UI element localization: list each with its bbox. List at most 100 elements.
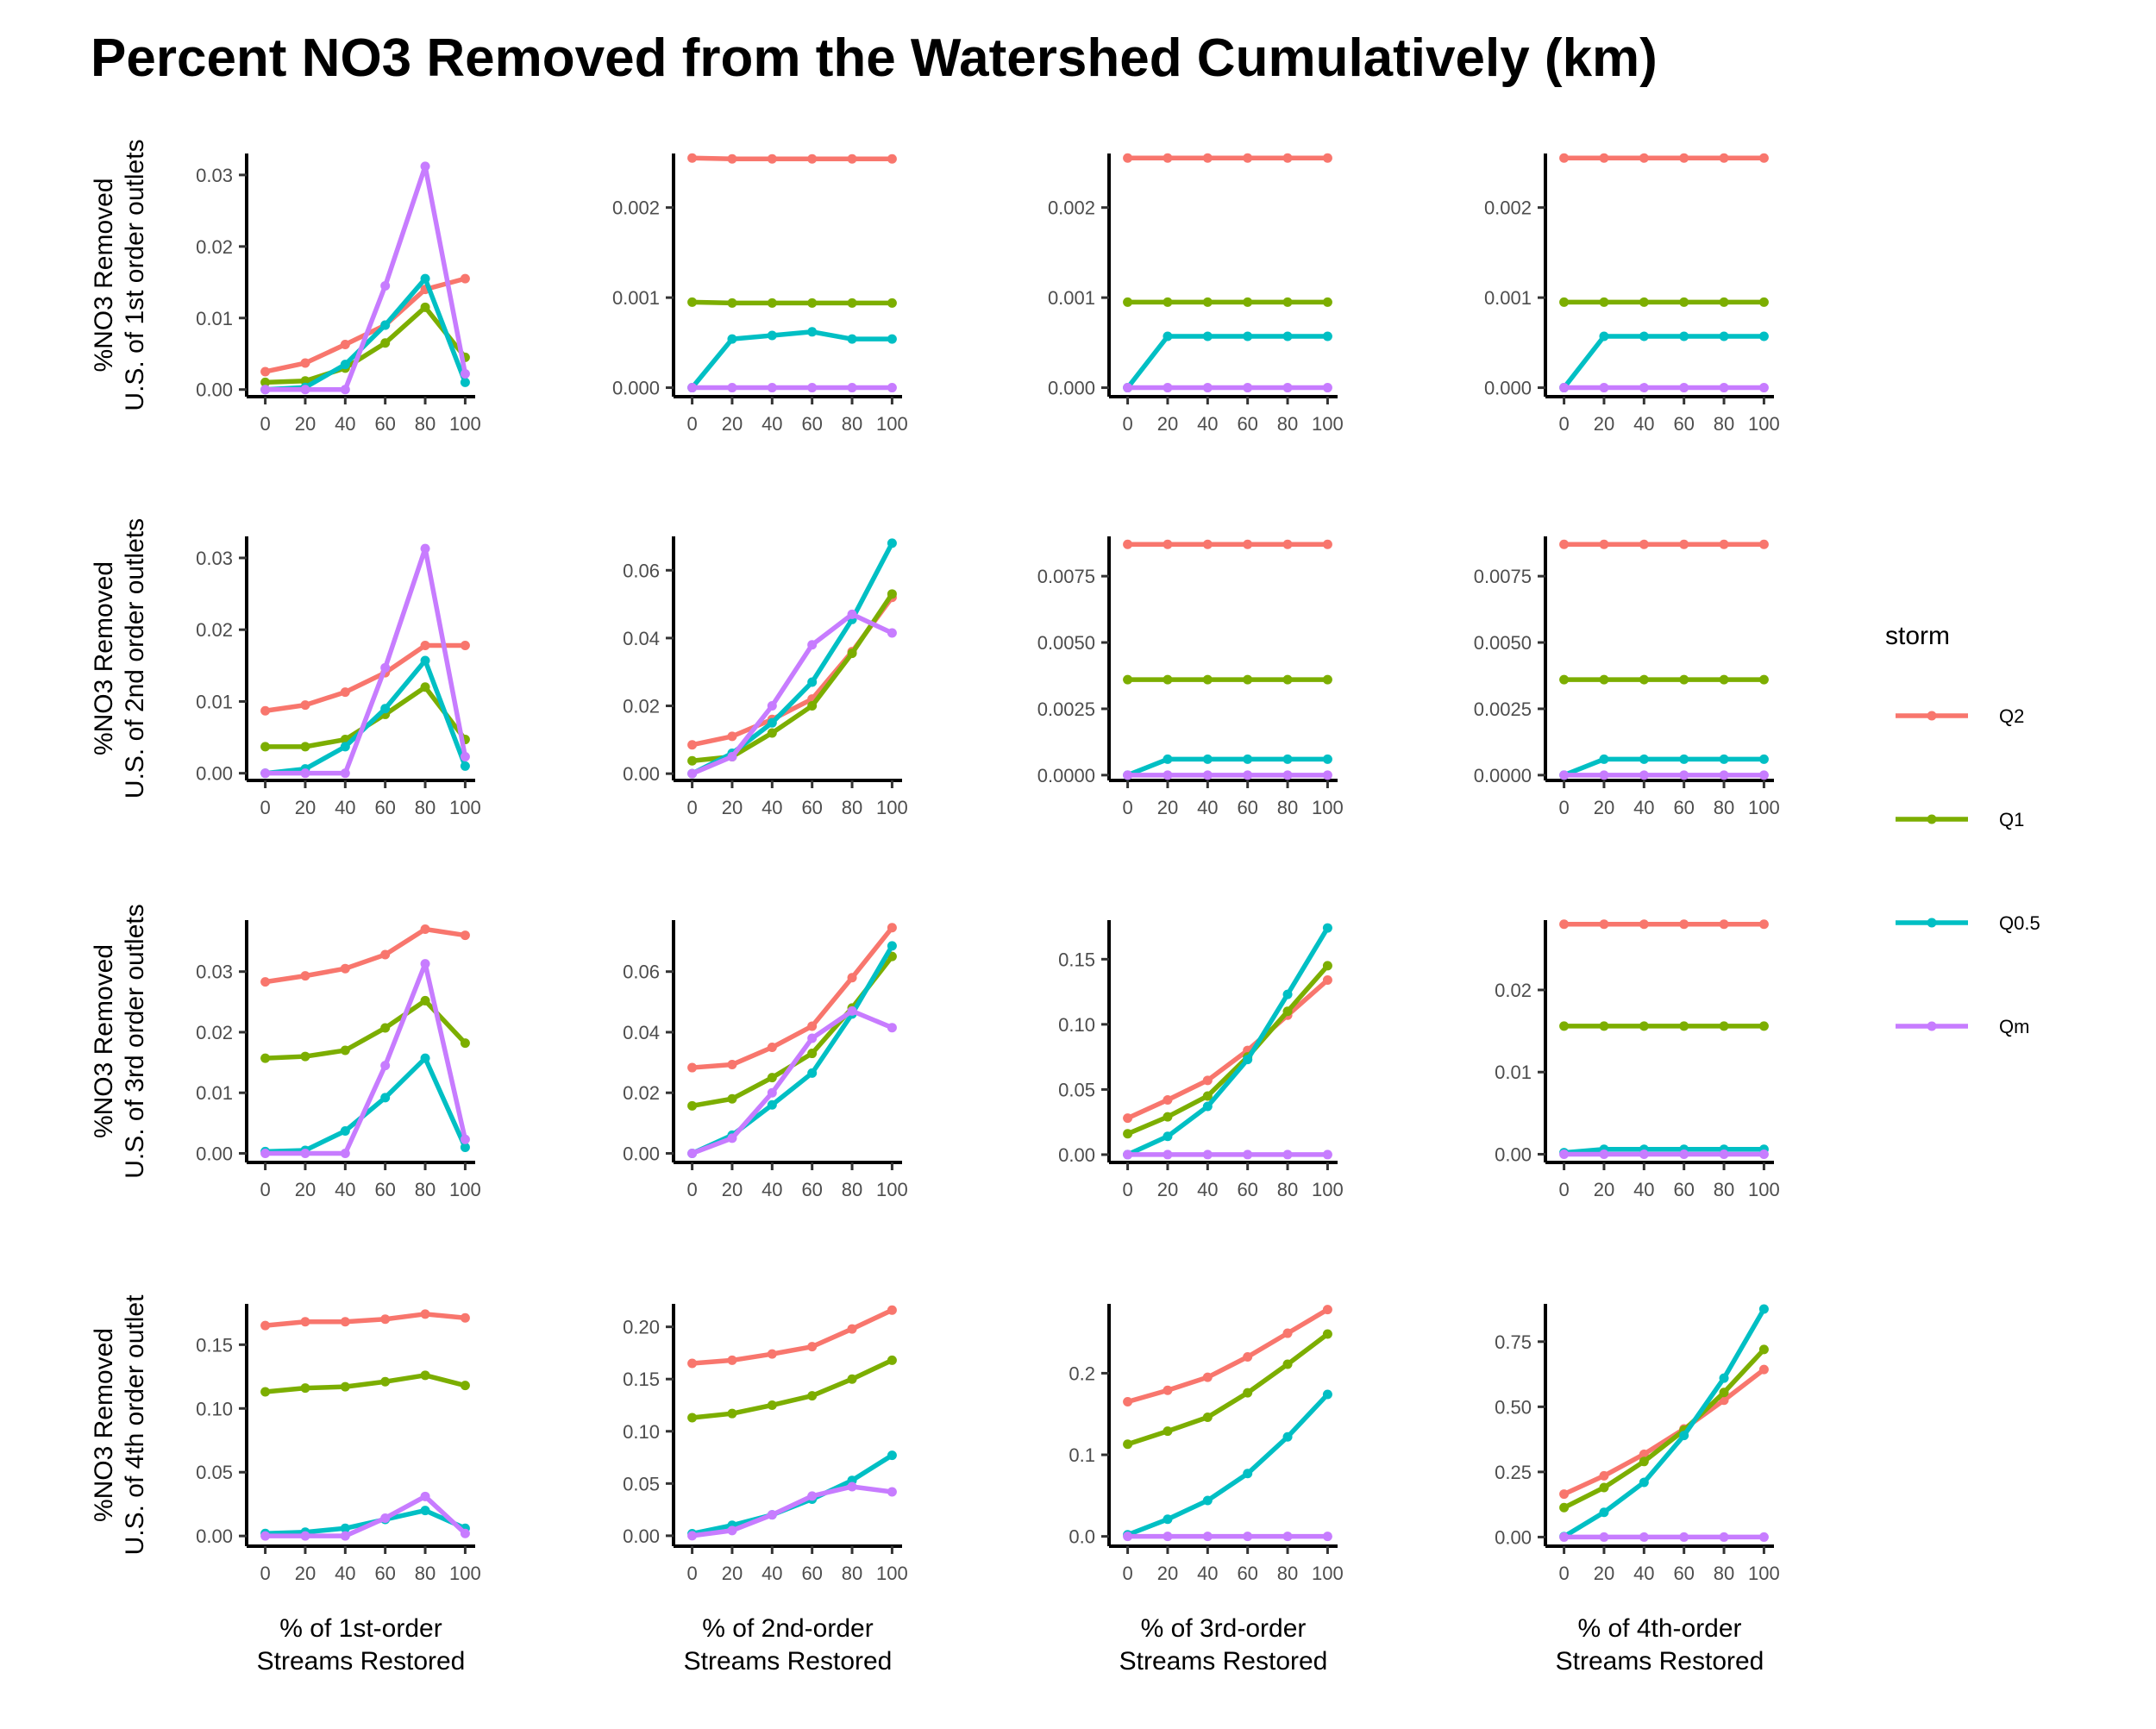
data-point-qm xyxy=(887,1487,897,1497)
data-point-q1 xyxy=(420,995,430,1005)
series-line-q2 xyxy=(689,925,895,1070)
data-point-q2 xyxy=(1599,539,1609,549)
data-point-qm xyxy=(1758,383,1769,393)
data-point-q0-5 xyxy=(807,327,818,337)
y-tick-label: 0.10 xyxy=(623,1421,660,1443)
data-point-q2 xyxy=(847,1324,857,1334)
data-point-q1 xyxy=(380,1023,391,1033)
data-point-q2 xyxy=(807,153,818,164)
y-tick-label: 0.04 xyxy=(623,628,660,649)
data-point-q0-5 xyxy=(887,334,897,344)
data-point-qm xyxy=(847,1005,857,1016)
data-point-q2 xyxy=(807,1021,818,1031)
data-point-q1 xyxy=(807,1391,818,1401)
y-tick-label: 0.00 xyxy=(196,1143,233,1164)
data-point-qm xyxy=(767,701,777,711)
x-tick-label: 40 xyxy=(1633,1179,1654,1200)
data-point-q2 xyxy=(1758,153,1769,163)
data-point-q2 xyxy=(1243,539,1253,549)
legend-item-qm: Qm xyxy=(1896,1016,2029,1037)
data-point-q0-5 xyxy=(420,1506,430,1516)
x-tick-label: 80 xyxy=(1277,1179,1298,1200)
series-line-q1 xyxy=(1561,1347,1767,1511)
legend-item-q2: Q2 xyxy=(1896,705,2024,727)
chart-title: Percent NO3 Removed from the Watershed C… xyxy=(91,28,1658,88)
x-tick-label: 20 xyxy=(722,413,743,435)
data-point-qm xyxy=(687,383,698,393)
y-tick-label: 0.0025 xyxy=(1474,698,1532,720)
x-tick-label: 20 xyxy=(1594,797,1614,818)
data-point-qm xyxy=(380,1061,391,1071)
data-point-q1 xyxy=(1322,1329,1332,1339)
data-point-q0-5 xyxy=(340,742,350,752)
data-point-q1 xyxy=(767,1073,777,1083)
row-label-line: U.S. of 1st order outlets xyxy=(121,139,149,410)
data-point-q2 xyxy=(1719,919,1729,930)
data-point-q0-5 xyxy=(1163,1131,1173,1142)
series-line-qm xyxy=(689,1008,895,1156)
data-point-q0-5 xyxy=(420,1053,430,1063)
data-point-q2 xyxy=(1559,539,1570,549)
data-point-q2 xyxy=(1719,153,1729,163)
x-tick-label: 100 xyxy=(876,1179,908,1200)
data-point-q0-5 xyxy=(460,761,470,771)
x-tick-label: 60 xyxy=(801,413,822,435)
series-line-qm xyxy=(689,1484,895,1538)
series-line-qm xyxy=(262,1494,468,1538)
data-point-q1 xyxy=(260,1053,271,1063)
col-label-2: % of 2nd-order xyxy=(702,1614,873,1643)
data-point-q0-5 xyxy=(1758,1304,1769,1314)
data-point-q2 xyxy=(767,153,777,164)
data-point-qm xyxy=(807,1491,818,1501)
series-line-q1 xyxy=(262,998,468,1061)
x-tick-label: 0 xyxy=(1558,413,1569,435)
y-tick-label: 0.02 xyxy=(623,1082,660,1104)
data-point-q0-5 xyxy=(767,1099,777,1110)
data-point-q2 xyxy=(1322,974,1332,985)
legend-item-q0-5: Q0.5 xyxy=(1896,912,2040,934)
data-point-q1 xyxy=(1243,1388,1253,1398)
data-point-q1 xyxy=(1719,1388,1729,1398)
data-point-q0-5 xyxy=(1758,754,1769,764)
col-label-1: % of 1st-order xyxy=(279,1614,442,1643)
data-point-q2 xyxy=(1243,153,1253,163)
data-point-q1 xyxy=(887,1355,897,1365)
y-tick-label: 0.001 xyxy=(1048,287,1095,309)
panel-r1-c4: 0.000 0.001 0.002 0 20 40 60 80 100 xyxy=(1484,153,1780,435)
data-point-q2 xyxy=(1639,919,1649,930)
y-tick-label: 0.0050 xyxy=(1474,632,1532,654)
panel-r4-c4: 0.00 0.25 0.50 0.75 0 20 40 60 80 100 xyxy=(1495,1304,1780,1584)
data-point-q2 xyxy=(727,1060,737,1070)
data-point-q1 xyxy=(807,1049,818,1059)
y-tick-label: 0.00 xyxy=(623,1143,660,1164)
data-point-qm xyxy=(727,751,737,761)
series-line-q0-5 xyxy=(689,541,895,776)
x-tick-label: 20 xyxy=(1157,797,1178,818)
x-tick-label: 20 xyxy=(295,413,316,435)
data-point-q0-5 xyxy=(807,1068,818,1078)
x-tick-label: 0 xyxy=(686,797,697,818)
data-point-q2 xyxy=(1282,539,1293,549)
data-point-q1 xyxy=(1639,1021,1649,1031)
x-tick-label: 100 xyxy=(1748,1179,1780,1200)
panel-r4-c2: 0.00 0.05 0.10 0.15 0.20 0 20 40 60 80 100 xyxy=(623,1304,908,1584)
x-tick-label: 100 xyxy=(449,797,481,818)
data-point-q1 xyxy=(340,1381,350,1392)
data-point-q2 xyxy=(1599,153,1609,163)
data-point-q0-5 xyxy=(380,1093,391,1103)
data-point-qm xyxy=(807,1033,818,1043)
data-point-qm xyxy=(1599,770,1609,780)
y-tick-label: 0.03 xyxy=(196,548,233,569)
data-point-qm xyxy=(1202,770,1213,780)
y-tick-label: 0.10 xyxy=(1058,1014,1095,1036)
data-point-qm xyxy=(847,383,857,393)
x-tick-label: 0 xyxy=(1558,797,1569,818)
data-point-q0-5 xyxy=(1719,754,1729,764)
data-point-q1 xyxy=(687,1413,698,1423)
series-line-q1 xyxy=(689,954,895,1109)
x-tick-label: 60 xyxy=(1673,797,1694,818)
data-point-qm xyxy=(1559,1532,1570,1542)
data-point-qm xyxy=(687,768,698,779)
data-point-qm xyxy=(380,662,391,673)
